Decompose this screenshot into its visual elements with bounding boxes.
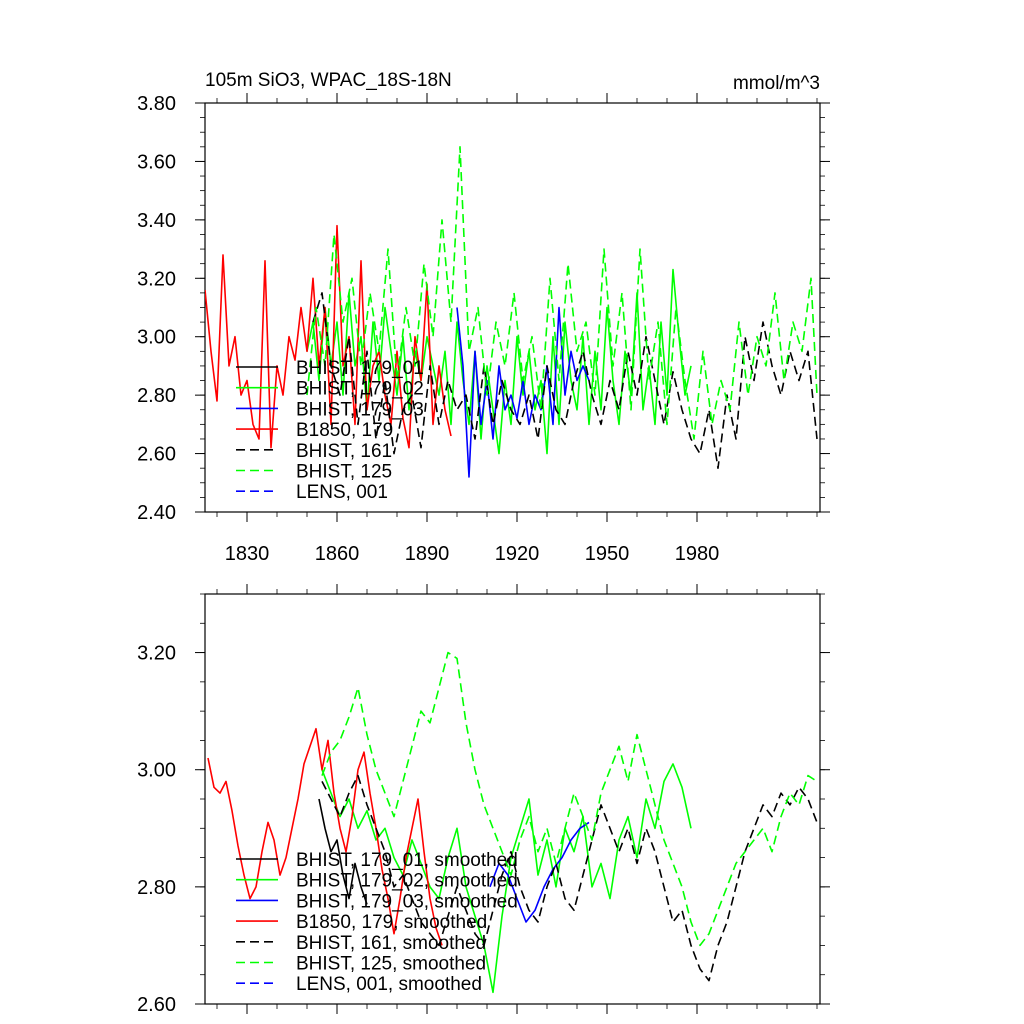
top-legend-label-0: BHIST, 179_01 [296,358,424,379]
top-xtick-label: 1980 [675,543,720,565]
bottom-legend-label-5: BHIST, 125, smoothed [296,954,486,975]
top-chart-units: mmol/m^3 [733,73,820,94]
top-ytick-label: 3.40 [137,210,176,232]
top-xtick-label: 1830 [225,543,270,565]
top-ytick-label: 3.20 [137,268,176,290]
top-xtick-label: 1890 [405,543,450,565]
top-legend-label-2: BHIST, 179_03 [296,399,424,420]
top-ytick-label: 2.80 [137,385,176,407]
bottom-ytick-label: 2.80 [137,877,176,899]
bottom-series-line-5 [321,651,818,947]
bottom-ytick-label: 3.00 [137,760,176,782]
bottom-series-line-2 [489,821,590,923]
top-series-line-1 [306,268,692,455]
bottom-series-line-1 [321,763,692,994]
bottom-legend-label-2: BHIST, 179_03, smoothed [296,891,518,912]
top-plot-area: 2.40 2.60 2.80 3.00 3.20 3.40 3.60 3.80 1830 1860… [137,93,830,565]
bottom-legend-label-4: BHIST, 161, smoothed [296,933,486,954]
bottom-series-line-3 [207,727,443,946]
top-panel: 105m SiO3, WPAC_18S-18N mmol/m^3 2.40 2.6… [137,70,830,565]
top-ytick-label: 2.40 [137,502,176,524]
top-xtick-label: 1950 [585,543,630,565]
top-legend-label-5: BHIST, 125 [296,462,392,483]
bottom-legend-label-0: BHIST, 179_01, smoothed [296,850,518,871]
top-xtick-label: 1860 [315,543,360,565]
top-legend-label-1: BHIST, 179_02 [296,379,424,400]
bottom-legend-label-6: LENS, 001, smoothed [296,974,482,995]
top-legend-label-3: B1850, 179 [296,420,393,441]
bottom-legend-label-3: B1850, 179, smoothed [296,912,487,933]
top-legend-label-6: LENS, 001 [296,482,388,503]
top-chart-title: 105m SiO3, WPAC_18S-18N [205,70,452,91]
top-ytick-label: 2.60 [137,444,176,466]
top-xtick-label: 1920 [495,543,540,565]
bottom-ytick-label: 3.20 [137,643,176,665]
top-series-line-3 [205,224,452,449]
bottom-ytick-label: 2.60 [137,994,176,1016]
top-series-line-4 [312,292,818,470]
bottom-series-line-4 [321,774,818,982]
top-legend-label-4: BHIST, 161 [296,441,392,462]
top-series-line-5 [306,146,818,440]
bottom-series-line-0 [318,798,368,905]
bottom-legend-label-1: BHIST, 179_02, smoothed [296,871,518,892]
top-ytick-label: 3.80 [137,93,176,115]
top-ytick-label: 3.60 [137,151,176,173]
top-ytick-label: 3.00 [137,327,176,349]
